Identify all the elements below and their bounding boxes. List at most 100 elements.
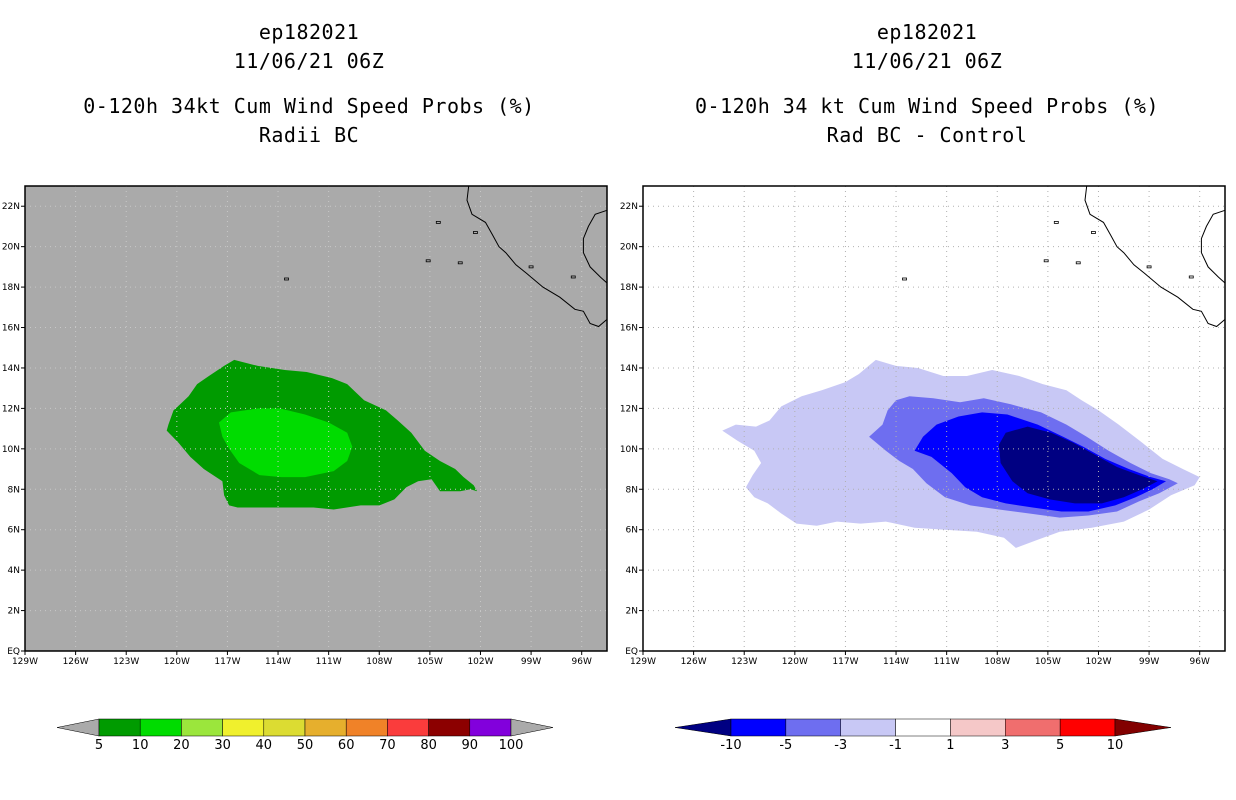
right-lat-label: 4N	[626, 566, 638, 576]
left-storm-id: ep182021	[258, 20, 360, 44]
right-lat-label: 16N	[620, 324, 638, 334]
left-island	[570, 275, 576, 279]
right-lon-label: 114W	[883, 657, 909, 667]
left-lon-label: 114W	[265, 657, 291, 667]
right-colorbar-segment	[785, 718, 841, 737]
left-colorbar-label: 30	[214, 738, 231, 753]
left-lon-label: 111W	[316, 657, 342, 667]
right-lon-label: 99W	[1139, 657, 1159, 667]
right-colorbar-segment	[895, 718, 951, 737]
left-colorbar-segment	[304, 718, 347, 737]
right-lon-label: 117W	[832, 657, 858, 667]
right-lon-label: 105W	[1035, 657, 1061, 667]
right-lon-label: 96W	[1190, 657, 1210, 667]
right-colorbar-label: -3	[834, 738, 847, 753]
left-lat-label: 14N	[2, 364, 20, 374]
right-colorbar-label: -10	[720, 738, 741, 753]
right-map-panel: 129W 126W 123W 120W 117W 114W 111W 108W 105W 102W…	[620, 185, 1226, 667]
left-colorbar-label: 40	[256, 738, 273, 753]
left-colorbar: 5 10 20 30 40 50 60 70 80 90 100	[56, 718, 554, 753]
right-colorbar-low-extend	[674, 718, 732, 737]
right-lat-label: 22N	[620, 202, 638, 212]
left-lon-label: 96W	[572, 657, 592, 667]
left-map-panel: 129W 126W 123W 120W 117W 114W 111W 108W 105W 102W…	[2, 185, 608, 667]
right-colorbar-segment	[730, 718, 787, 737]
left-island	[425, 259, 431, 263]
right-lat-label: 18N	[620, 283, 638, 293]
right-probability-contour	[998, 426, 1158, 504]
left-colorbar-segment	[139, 718, 182, 737]
right-storm-id: ep182021	[876, 20, 978, 44]
left-coastline	[582, 209, 608, 284]
right-lon-label: 108W	[984, 657, 1010, 667]
right-colorbar-segment	[840, 718, 896, 737]
left-colorbar-label: 10	[132, 738, 149, 753]
right-lon-label: 123W	[731, 657, 757, 667]
left-colorbar-segment	[222, 718, 265, 737]
left-lat-label: 2N	[8, 607, 20, 617]
right-lat-label: 6N	[626, 526, 638, 536]
right-lat-label: 10N	[620, 445, 638, 455]
left-island	[457, 261, 463, 265]
right-lon-label: 120W	[782, 657, 808, 667]
left-colorbar-label: 70	[379, 738, 396, 753]
left-lon-label: 117W	[214, 657, 240, 667]
left-lon-label: 108W	[366, 657, 392, 667]
left-lat-label: 18N	[2, 283, 20, 293]
left-colorbar-label: 90	[462, 738, 479, 753]
left-lon-label: 99W	[521, 657, 541, 667]
right-island	[1146, 265, 1152, 269]
left-lat-label: EQ	[7, 647, 20, 657]
left-lat-label: 22N	[2, 202, 20, 212]
right-colorbar-label: 1	[946, 738, 954, 753]
right-datetime: 11/06/21 06Z	[851, 49, 1003, 73]
right-panel-title-block: ep182021 11/06/21 06Z 0-120h 34 kt Cum W…	[618, 18, 1236, 150]
right-colorbar-high-extend	[1114, 718, 1172, 737]
left-colorbar-segment	[98, 718, 141, 737]
left-island	[473, 231, 478, 234]
left-datetime: 11/06/21 06Z	[233, 49, 385, 73]
right-coastline	[1084, 185, 1226, 328]
left-island	[284, 277, 289, 281]
left-lon-label: 120W	[164, 657, 190, 667]
left-colorbar-label: 80	[420, 738, 437, 753]
right-colorbar-label: -1	[889, 738, 902, 753]
left-colorbar-label: 20	[173, 738, 190, 753]
left-colorbar-segment	[387, 718, 429, 737]
left-colorbar-label: 5	[95, 738, 103, 753]
left-lat-label: 8N	[8, 485, 20, 495]
left-lon-label: 123W	[113, 657, 139, 667]
left-lat-label: 6N	[8, 526, 20, 536]
right-subtitle: Rad BC - Control	[826, 123, 1028, 147]
right-lat-label: 12N	[620, 404, 638, 414]
right-lat-label: 2N	[626, 607, 638, 617]
right-map-frame	[642, 185, 1226, 652]
left-lon-label: 129W	[12, 657, 38, 667]
right-colorbar-label: 5	[1056, 738, 1064, 753]
right-island	[1075, 261, 1081, 265]
left-lat-label: 16N	[2, 324, 20, 334]
right-colorbar-label: 10	[1107, 738, 1124, 753]
right-colorbar-label: -5	[779, 738, 792, 753]
right-colorbar-segment	[950, 718, 1006, 737]
left-island	[528, 265, 534, 269]
right-lon-label: 102W	[1085, 657, 1111, 667]
left-lat-label: 4N	[8, 566, 20, 576]
left-island	[435, 220, 441, 224]
right-lat-label: 14N	[620, 364, 638, 374]
right-lat-label: 20N	[620, 243, 638, 253]
left-lon-label: 126W	[63, 657, 89, 667]
left-colorbar-segment	[469, 718, 512, 737]
right-island	[902, 277, 907, 281]
left-title: 0-120h 34kt Cum Wind Speed Probs (%)	[83, 94, 535, 118]
right-colorbar-segment	[1059, 718, 1116, 737]
left-lat-label: 12N	[2, 404, 20, 414]
right-colorbar-label: 3	[1001, 738, 1009, 753]
right-island	[1188, 275, 1194, 279]
left-colorbar-label: 50	[297, 738, 314, 753]
left-colorbar-segment	[428, 718, 471, 737]
right-lon-label: 126W	[681, 657, 707, 667]
left-colorbar-segment	[345, 718, 388, 737]
left-colorbar-segment	[263, 718, 306, 737]
